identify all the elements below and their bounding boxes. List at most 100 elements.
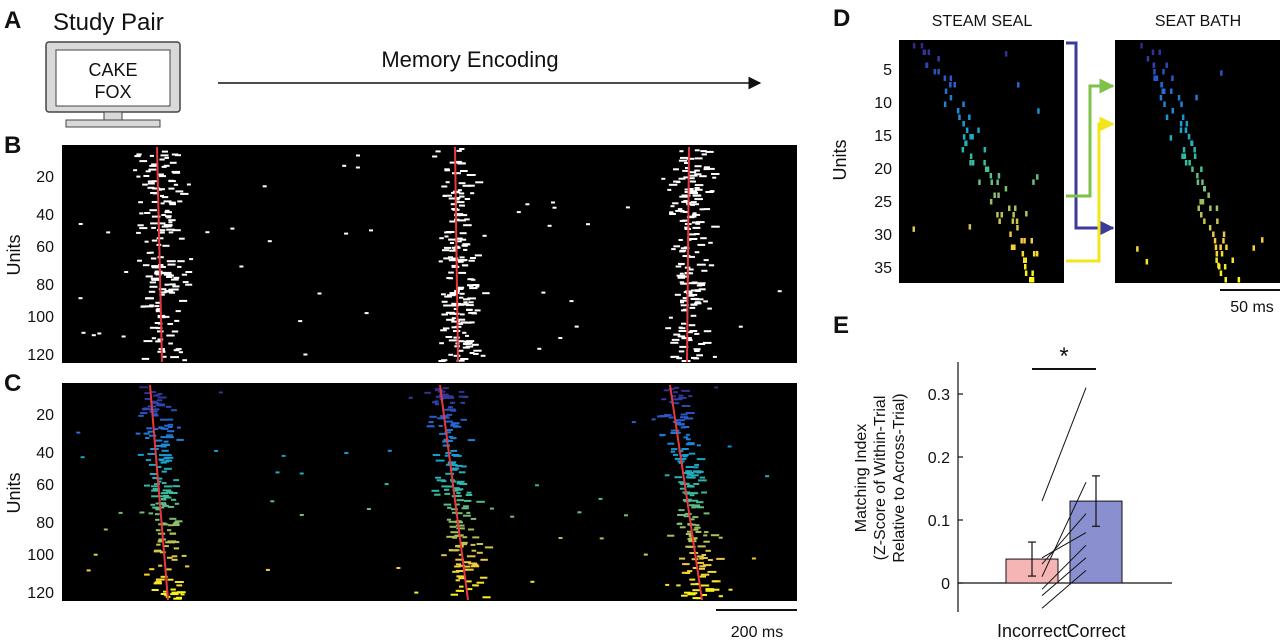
spike [408, 396, 413, 399]
spike [458, 390, 465, 393]
spike [670, 429, 680, 432]
spike [451, 326, 458, 329]
spike [686, 339, 693, 342]
spike [672, 202, 679, 205]
spike [684, 417, 694, 420]
spike [1184, 127, 1188, 133]
spike [693, 492, 699, 495]
spike [454, 214, 461, 217]
spike [155, 445, 161, 447]
spike [157, 330, 164, 333]
spike [702, 564, 712, 567]
spike [454, 503, 460, 506]
spike [396, 567, 401, 569]
spike [440, 393, 449, 396]
spike [983, 160, 986, 166]
spike [949, 75, 953, 81]
spike [696, 263, 706, 266]
spike [707, 570, 717, 573]
spike [671, 248, 676, 251]
spike [166, 228, 175, 231]
spike [1021, 251, 1025, 257]
spike [1179, 127, 1183, 133]
spike [694, 157, 703, 160]
spike [445, 311, 455, 314]
spike [949, 95, 953, 101]
spike [160, 445, 167, 448]
spike [459, 195, 465, 198]
panel-c-fit-line-3 [669, 384, 703, 601]
spike [446, 440, 453, 442]
spike [442, 387, 449, 390]
spike [435, 395, 445, 398]
spike [1020, 238, 1023, 244]
spike [699, 208, 705, 211]
spike [624, 514, 628, 517]
spike [364, 312, 369, 315]
spike [694, 198, 703, 201]
spike [462, 561, 472, 564]
spike [1208, 225, 1212, 231]
spike [1203, 218, 1206, 224]
panel-b-fit-line-2 [454, 146, 459, 363]
spike [455, 589, 460, 592]
spike [686, 294, 695, 297]
spike [943, 75, 947, 81]
spike [718, 536, 723, 539]
spike [467, 184, 475, 187]
spike [450, 467, 460, 470]
spike [262, 185, 267, 188]
spike [1008, 205, 1011, 211]
spike [454, 197, 461, 199]
spike [691, 506, 697, 509]
spike [149, 154, 154, 157]
spike [441, 554, 447, 557]
panel-e-yticks: 0 0.1 0.2 0.3 [928, 387, 963, 593]
spike [444, 492, 451, 495]
spike [682, 454, 689, 456]
spike [157, 338, 164, 341]
spike [78, 297, 83, 300]
spike [214, 450, 219, 452]
spike [167, 430, 175, 433]
spike [673, 333, 681, 336]
spike [683, 176, 689, 179]
spike [1252, 245, 1255, 251]
panel-b-fit-line-1 [156, 146, 163, 363]
spike [139, 511, 145, 514]
spike [457, 189, 462, 192]
spike [703, 540, 710, 543]
spike [535, 484, 539, 487]
category-label-correct: Correct [1066, 621, 1125, 641]
spike [687, 442, 695, 445]
spike [598, 497, 603, 500]
spike [168, 221, 173, 224]
spike [459, 541, 468, 544]
spike [440, 416, 450, 419]
spike [428, 421, 434, 424]
spike [665, 327, 672, 330]
spike [145, 297, 154, 300]
spike [1220, 70, 1223, 76]
spike [157, 256, 164, 259]
spike [151, 239, 158, 242]
spike [688, 233, 696, 236]
spike [678, 394, 684, 397]
spike [177, 591, 186, 594]
panel-a: A Study Pair CAKE FOX Memory Encoding [4, 7, 762, 128]
spike [925, 62, 928, 68]
spike [148, 463, 157, 466]
spike [693, 483, 700, 485]
spike [148, 168, 157, 171]
significance-star: * [1059, 343, 1068, 370]
spike [751, 557, 756, 560]
spike [678, 159, 688, 162]
spike [684, 492, 691, 495]
spike [149, 410, 158, 413]
panel-e-ylabel: Matching Index (Z-Score of Within-Trial … [853, 393, 908, 562]
spike [480, 558, 488, 561]
panel-e-ytick-label: 0.2 [928, 450, 950, 467]
spike [700, 237, 707, 240]
spike [436, 479, 446, 482]
spike [149, 251, 154, 254]
